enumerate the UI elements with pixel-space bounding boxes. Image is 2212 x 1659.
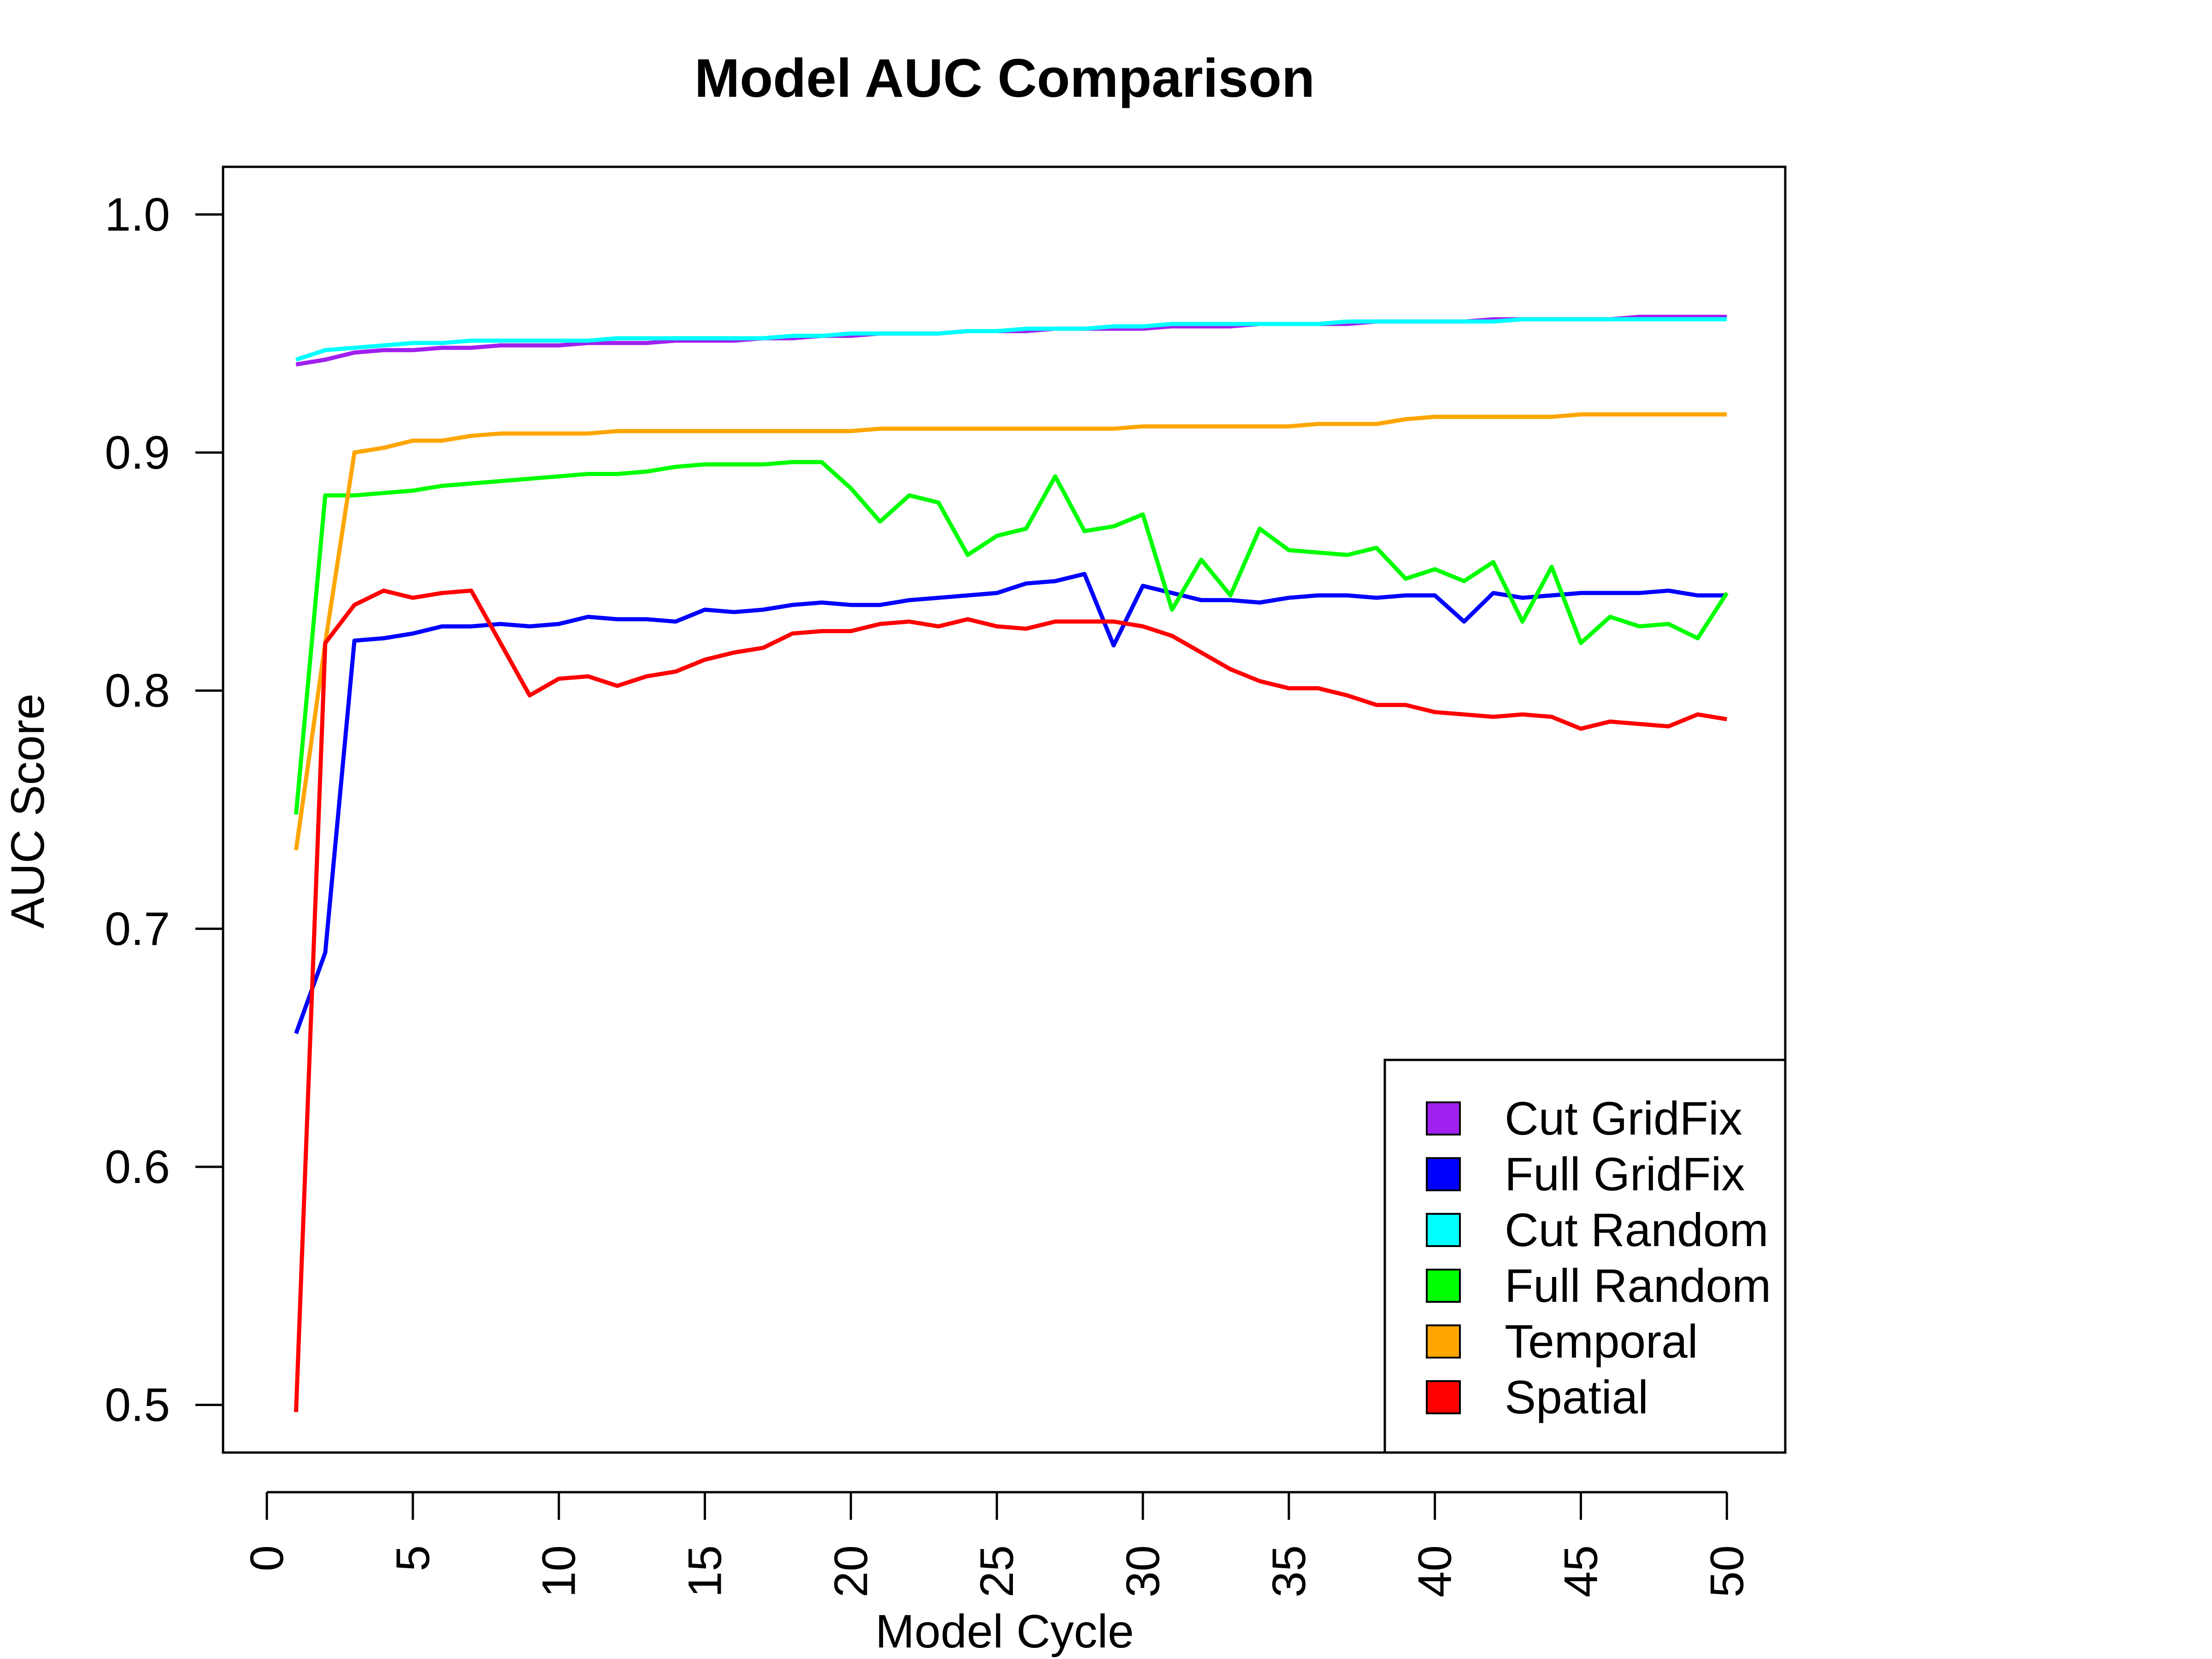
y-axis: 0.5 0.6 0.7 0.8 0.9 1.0: [105, 188, 224, 1431]
chart-title: Model AUC Comparison: [694, 48, 1315, 109]
legend-swatch: [1426, 1269, 1461, 1303]
legend-label: Full Random: [1505, 1259, 1771, 1312]
y-tick-label: 0.6: [105, 1141, 170, 1193]
y-tick-label: 0.9: [105, 426, 170, 479]
x-tick-label: 45: [1554, 1545, 1607, 1597]
legend-swatch: [1426, 1213, 1461, 1247]
series-line-cut-random: [295, 317, 1727, 362]
legend-swatch: [1426, 1324, 1461, 1359]
y-tick-label: 0.5: [105, 1379, 170, 1431]
legend-label: Spatial: [1505, 1371, 1648, 1424]
series-line-full-random: [294, 460, 1729, 815]
x-axis-label: Model Cycle: [875, 1605, 1134, 1658]
y-axis-label: AUC Score: [1, 694, 54, 929]
legend-label: Full GridFix: [1505, 1148, 1745, 1200]
y-tick-label: 0.8: [105, 665, 170, 717]
x-tick-label: 15: [679, 1545, 731, 1597]
y-tick-label: 0.7: [105, 902, 170, 955]
x-tick-label: 10: [533, 1545, 585, 1597]
legend-swatch: [1426, 1380, 1461, 1414]
x-tick-label: 35: [1263, 1545, 1315, 1597]
x-tick-label: 50: [1700, 1545, 1753, 1597]
x-tick-label: 5: [387, 1545, 439, 1571]
x-tick-label: 25: [971, 1545, 1023, 1597]
series-line-spatial: [294, 588, 1728, 1412]
x-tick-label: 40: [1409, 1545, 1461, 1597]
legend-swatch: [1426, 1157, 1461, 1191]
legend-swatch: [1426, 1101, 1461, 1135]
legend-label: Cut Random: [1505, 1204, 1769, 1256]
series-layer: [294, 315, 1729, 1412]
legend-label: Temporal: [1505, 1315, 1698, 1368]
legend-label: Cut GridFix: [1505, 1092, 1742, 1145]
y-tick-label: 1.0: [105, 188, 170, 241]
x-tick-label: 0: [241, 1545, 293, 1571]
series-line-temporal: [294, 412, 1727, 851]
series-line-full-gridfix: [294, 572, 1727, 1035]
x-axis: 0 5 10 15 20 25 30 35 40 45 50: [241, 1491, 1753, 1597]
x-tick-label: 20: [824, 1545, 877, 1597]
x-tick-label: 30: [1117, 1545, 1169, 1597]
